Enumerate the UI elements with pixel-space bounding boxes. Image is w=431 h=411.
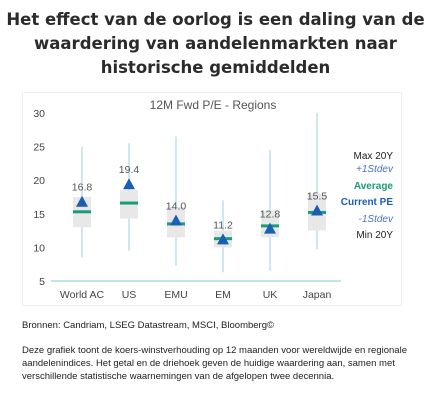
legend-entry: Current PE	[341, 197, 394, 208]
legend-entry: Min 20Y	[356, 230, 393, 241]
y-tick-label: 20	[33, 175, 45, 187]
y-tick-label: 25	[33, 142, 45, 154]
legend-entry: Max 20Y	[354, 151, 394, 162]
x-tick-label: EMU	[164, 289, 187, 301]
y-tick-label: 10	[33, 242, 45, 254]
average-mark	[120, 201, 138, 205]
pe-range-chart: 12M Fwd P/E - Regions 5 10 15 20 25 30 16.8 Worl…	[33, 98, 394, 301]
current-pe-marker	[264, 222, 276, 234]
chart-title: 12M Fwd P/E - Regions	[150, 98, 277, 112]
x-tick-label: Japan	[303, 289, 332, 301]
current-pe-marker	[217, 233, 229, 245]
average-mark	[73, 210, 91, 214]
chart-panel: 12M Fwd P/E - Regions 5 10 15 20 25 30 16.8 Worl…	[22, 92, 402, 306]
y-tick-label: 15	[33, 209, 45, 221]
current-pe-label: 11.2	[213, 219, 233, 231]
current-pe-marker	[311, 204, 323, 216]
chart-description: Deze grafiek toont de koers-winstverhoud…	[22, 345, 407, 382]
legend-entry: -1Stdev	[359, 214, 394, 225]
current-pe-marker	[170, 214, 182, 226]
y-tick-label: 30	[33, 108, 45, 120]
current-pe-label: 15.5	[307, 190, 328, 202]
y-tick-label: 5	[39, 276, 45, 288]
current-pe-marker	[76, 195, 88, 207]
current-pe-label: 16.8	[72, 182, 93, 194]
current-pe-marker	[123, 178, 135, 190]
x-tick-label: UK	[263, 289, 278, 301]
headline: Het effect van de oorlog is een daling v…	[6, 10, 425, 77]
legend-entry: +1Stdev	[356, 164, 394, 175]
current-pe-label: 14.0	[166, 201, 187, 213]
source-note: Bronnen: Candriam, LSEG Datastream, MSCI…	[22, 320, 274, 331]
current-pe-label: 19.4	[119, 164, 140, 176]
x-tick-label: US	[122, 289, 137, 301]
x-tick-label: World AC	[60, 289, 105, 301]
legend-entry: Average	[354, 181, 394, 192]
current-pe-label: 12.8	[260, 209, 281, 221]
x-tick-label: EM	[215, 289, 231, 301]
